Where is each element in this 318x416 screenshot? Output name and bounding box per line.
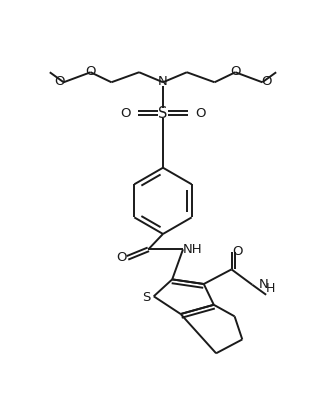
Text: N: N (259, 278, 268, 291)
Text: O: O (261, 75, 271, 88)
Text: O: O (85, 65, 96, 78)
Text: NH: NH (183, 243, 203, 256)
Text: O: O (196, 106, 206, 119)
Text: S: S (158, 106, 168, 121)
Text: O: O (232, 245, 243, 258)
Text: S: S (142, 291, 151, 304)
Text: O: O (230, 65, 241, 78)
Text: O: O (55, 75, 65, 88)
Text: O: O (120, 106, 130, 119)
Text: O: O (116, 251, 127, 264)
Text: N: N (158, 75, 168, 88)
Text: H: H (266, 282, 275, 295)
